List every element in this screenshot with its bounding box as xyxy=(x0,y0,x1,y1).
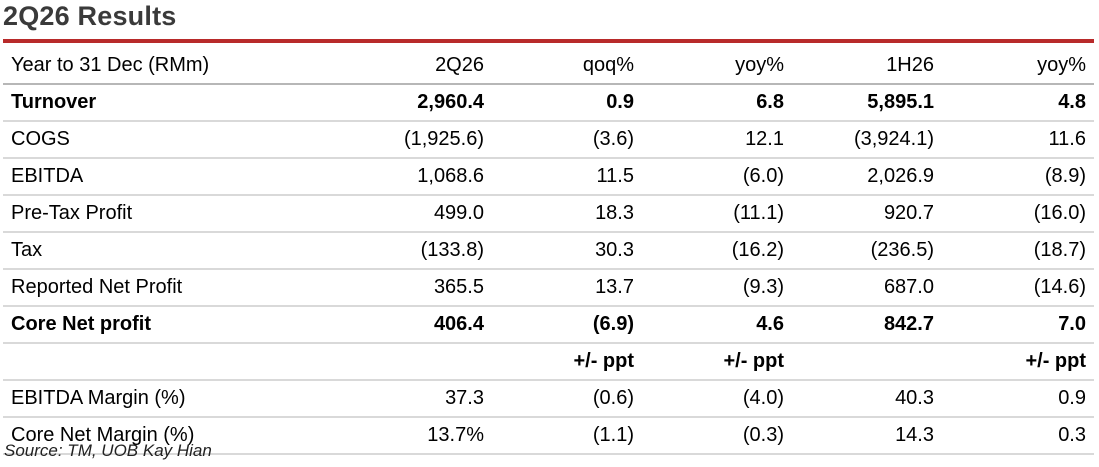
row-label xyxy=(3,343,305,381)
table-cell: (11.1) xyxy=(642,195,792,233)
table-title: 2Q26 Results xyxy=(3,1,177,31)
table-cell: 12.1 xyxy=(642,121,792,159)
table-cell: +/- ppt xyxy=(642,343,792,381)
table-row: Pre-Tax Profit 499.0 18.3 (11.1) 920.7 (16.0) xyxy=(3,195,1094,233)
table-cell: 18.3 xyxy=(492,195,642,233)
table-cell: 0.9 xyxy=(492,84,642,122)
table-cell: (18.7) xyxy=(942,232,1094,270)
table-cell: 11.5 xyxy=(492,158,642,196)
table-row: Core Net profit 406.4 (6.9) 4.6 842.7 7.0 xyxy=(3,306,1094,344)
table-cell: 406.4 xyxy=(305,306,492,344)
table-cell: 6.8 xyxy=(642,84,792,122)
table-cell: 14.3 xyxy=(792,417,942,455)
table-cell: (133.8) xyxy=(305,232,492,270)
table-row: EBITDA 1,068.6 11.5 (6.0) 2,026.9 (8.9) xyxy=(3,158,1094,196)
header-cell-1h26: 1H26 xyxy=(792,47,942,85)
header-row: Year to 31 Dec (RMm) 2Q26 qoq% yoy% 1H26… xyxy=(3,47,1094,85)
table-cell: 4.6 xyxy=(642,306,792,344)
table-cell xyxy=(305,343,492,381)
table-cell: 37.3 xyxy=(305,380,492,418)
title-divider xyxy=(3,39,1094,43)
table-cell: 30.3 xyxy=(492,232,642,270)
table-cell: (1.1) xyxy=(492,417,642,455)
table-cell: 13.7 xyxy=(492,269,642,307)
row-label: Reported Net Profit xyxy=(3,269,305,307)
row-label: Pre-Tax Profit xyxy=(3,195,305,233)
table-cell: (8.9) xyxy=(942,158,1094,196)
results-table: Year to 31 Dec (RMm) 2Q26 qoq% yoy% 1H26… xyxy=(3,47,1094,455)
table-cell: 365.5 xyxy=(305,269,492,307)
table-cell: 2,026.9 xyxy=(792,158,942,196)
table-cell: 2,960.4 xyxy=(305,84,492,122)
row-label: EBITDA Margin (%) xyxy=(3,380,305,418)
table-cell: +/- ppt xyxy=(492,343,642,381)
table-cell: 920.7 xyxy=(792,195,942,233)
header-cell-qoq: qoq% xyxy=(492,47,642,85)
row-label: Core Net Margin (%) xyxy=(3,417,305,455)
table-cell: 7.0 xyxy=(942,306,1094,344)
table-row: Turnover 2,960.4 0.9 6.8 5,895.1 4.8 xyxy=(3,84,1094,122)
table-cell: 499.0 xyxy=(305,195,492,233)
table-cell: (6.9) xyxy=(492,306,642,344)
row-label: EBITDA xyxy=(3,158,305,196)
table-cell: (1,925.6) xyxy=(305,121,492,159)
row-label: COGS xyxy=(3,121,305,159)
table-cell: 687.0 xyxy=(792,269,942,307)
table-cell: (16.2) xyxy=(642,232,792,270)
table-row: Tax (133.8) 30.3 (16.2) (236.5) (18.7) xyxy=(3,232,1094,270)
table-cell: (0.6) xyxy=(492,380,642,418)
table-cell: (16.0) xyxy=(942,195,1094,233)
table-cell: 0.9 xyxy=(942,380,1094,418)
table-cell: 842.7 xyxy=(792,306,942,344)
table-cell: 4.8 xyxy=(942,84,1094,122)
table-cell: (6.0) xyxy=(642,158,792,196)
table-cell: 40.3 xyxy=(792,380,942,418)
table-row: EBITDA Margin (%) 37.3 (0.6) (4.0) 40.3 0.9 xyxy=(3,380,1094,418)
table-row: Reported Net Profit 365.5 13.7 (9.3) 687.0 (1… xyxy=(3,269,1094,307)
table-cell: (236.5) xyxy=(792,232,942,270)
row-label: Turnover xyxy=(3,84,305,122)
header-cell-2q26: 2Q26 xyxy=(305,47,492,85)
table-row: COGS (1,925.6) (3.6) 12.1 (3,924.1) 11.6 xyxy=(3,121,1094,159)
table-cell: (3,924.1) xyxy=(792,121,942,159)
table-cell: (14.6) xyxy=(942,269,1094,307)
table-cell: 0.3 xyxy=(942,417,1094,455)
table-cell xyxy=(792,343,942,381)
header-cell-period: Year to 31 Dec (RMm) xyxy=(3,47,305,85)
header-cell-yoy-1h: yoy% xyxy=(942,47,1094,85)
row-label: Tax xyxy=(3,232,305,270)
table-row: Core Net Margin (%) 13.7% (1.1) (0.3) 14.3 0.… xyxy=(3,417,1094,455)
table-cell: 5,895.1 xyxy=(792,84,942,122)
table-cell: (4.0) xyxy=(642,380,792,418)
table-cell: (0.3) xyxy=(642,417,792,455)
source-note: Source: TM, UOB Kay Hian xyxy=(4,441,212,460)
table-cell: 11.6 xyxy=(942,121,1094,159)
table-cell: 13.7% xyxy=(305,417,492,455)
table-cell: 1,068.6 xyxy=(305,158,492,196)
table-cell: +/- ppt xyxy=(942,343,1094,381)
header-cell-yoy: yoy% xyxy=(642,47,792,85)
table-cell: (3.6) xyxy=(492,121,642,159)
row-label: Core Net profit xyxy=(3,306,305,344)
table-row: +/- ppt +/- ppt +/- ppt xyxy=(3,343,1094,381)
table-cell: (9.3) xyxy=(642,269,792,307)
